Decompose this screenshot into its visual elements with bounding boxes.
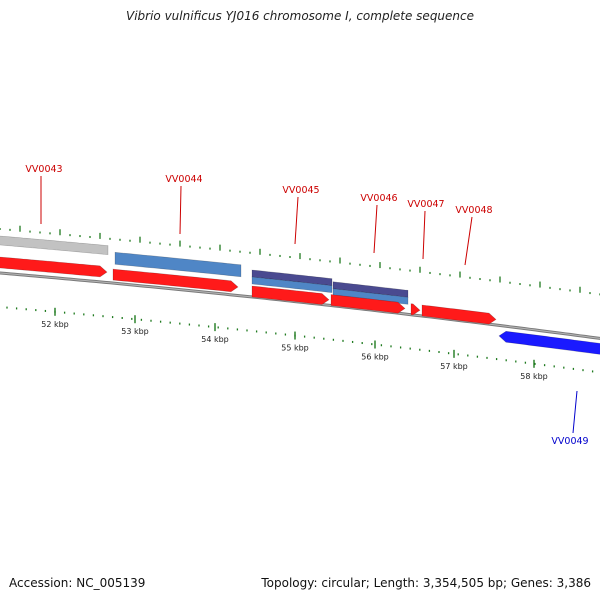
gene-label: VV0044 xyxy=(165,174,202,185)
sequence-backbone-highlight xyxy=(0,272,600,339)
gene-label: VV0048 xyxy=(455,205,492,216)
gene-arrow-forward xyxy=(421,304,497,325)
gene-arrow-reverse xyxy=(498,330,600,355)
feature-blue-bar-2 xyxy=(251,276,333,293)
gene-label: VV0046 xyxy=(360,193,397,204)
gene-label: VV0045 xyxy=(282,185,319,196)
gene-arrow-forward xyxy=(251,285,330,305)
scale-label: 56 kbp xyxy=(361,353,389,362)
gene-label-leader xyxy=(373,204,378,254)
gene-label-leader xyxy=(464,216,473,266)
scale-label: 53 kbp xyxy=(121,327,149,336)
gene-arrow-forward xyxy=(112,268,239,293)
scale-label: 58 kbp xyxy=(520,372,548,381)
scale-label: 54 kbp xyxy=(201,335,229,344)
accession-label: Accession: NC_005139 xyxy=(9,576,146,590)
gene-arrow-forward xyxy=(0,256,108,278)
gene-label: VV0049 xyxy=(551,436,588,447)
topology-label: Topology: circular; Length: 3,354,505 bp… xyxy=(261,576,591,590)
gene-arrow-forward xyxy=(330,294,406,314)
gene-arrow-forward xyxy=(410,303,421,316)
gene-label-leader xyxy=(179,185,182,235)
scale-label: 57 kbp xyxy=(440,362,468,371)
gene-label-leader xyxy=(294,196,299,245)
gene-label-leader xyxy=(422,210,426,260)
feature-blue-bar-1 xyxy=(114,251,242,278)
gene-label: VV0043 xyxy=(25,164,62,175)
scale-label: 52 kbp xyxy=(41,320,69,329)
map-title: Vibrio vulnificus YJ016 chromosome I, co… xyxy=(125,9,475,23)
gene-label-leader xyxy=(572,390,578,434)
gene-label: VV0047 xyxy=(407,199,444,210)
feature-gray-bar xyxy=(0,235,109,255)
scale-label: 55 kbp xyxy=(281,344,309,353)
